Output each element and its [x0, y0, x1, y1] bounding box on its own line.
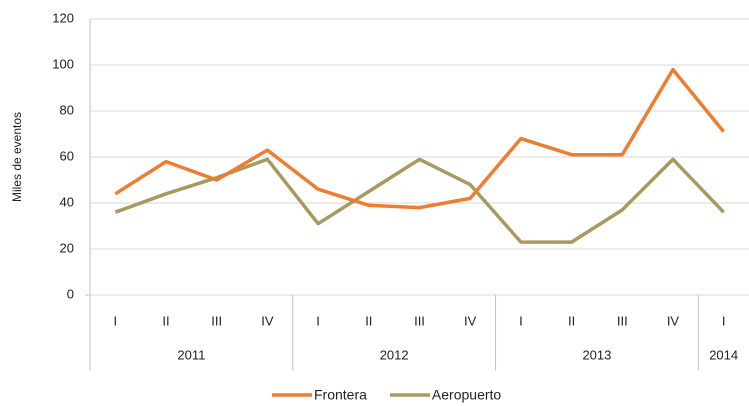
legend-label: Frontera [314, 387, 367, 403]
y-tick-label: 60 [60, 148, 74, 163]
x-tick-label: IV [667, 313, 680, 328]
x-tick-label: III [617, 313, 628, 328]
x-tick-label: III [414, 313, 425, 328]
x-group-label: 2013 [582, 347, 611, 362]
x-tick-label: I [114, 313, 118, 328]
x-group-label: 2011 [177, 347, 205, 362]
x-group-label: 2014 [709, 347, 738, 362]
y-tick-label: 80 [60, 102, 74, 117]
y-axis-label: Miles de eventos [10, 112, 24, 202]
line-series [114, 157, 725, 244]
x-group-label: 2012 [380, 347, 409, 362]
x-tick-label: IV [464, 313, 477, 328]
y-tick-label: 0 [67, 286, 74, 301]
x-tick-label: II [365, 313, 372, 328]
y-tick-label: 40 [60, 194, 74, 209]
y-tick-label: 100 [52, 56, 74, 71]
x-tick-label: IV [261, 313, 274, 328]
x-tick-label: I [722, 313, 726, 328]
x-tick-label: I [519, 313, 523, 328]
y-tick-label: 20 [60, 240, 74, 255]
x-tick-label: II [568, 313, 575, 328]
x-tick-label: I [316, 313, 320, 328]
legend-label: Aeropuerto [432, 387, 501, 403]
x-tick-label: II [162, 313, 169, 328]
x-tick-label: III [211, 313, 222, 328]
y-tick-label: 120 [52, 10, 74, 25]
line-series [114, 67, 726, 210]
